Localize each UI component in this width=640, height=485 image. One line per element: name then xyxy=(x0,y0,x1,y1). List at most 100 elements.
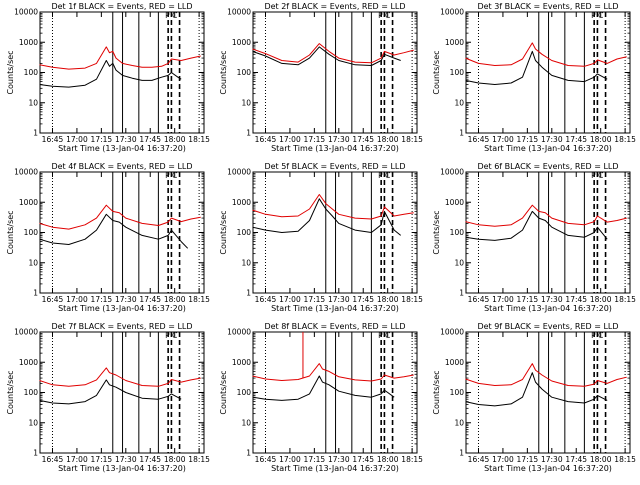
x-tick-label: 16:45 xyxy=(468,135,490,144)
y-tick-label: 1 xyxy=(459,129,464,138)
panel-8: Det 8f BLACK = Events, RED = LLD 1 10 100 10… xyxy=(219,322,423,473)
y-axis-label: Counts/sec xyxy=(219,50,228,94)
x-tick-label: 18:00 xyxy=(377,295,399,304)
y-tick-label: 1000 xyxy=(445,358,464,367)
x-axis-label: Start Time (13-Jan-04 16:37:20) xyxy=(484,464,612,473)
y-tick-label: 10000 xyxy=(440,168,464,177)
x-axis-label: Start Time (13-Jan-04 16:37:20) xyxy=(58,464,186,473)
x-tick-label: 16:45 xyxy=(42,295,64,304)
y-tick-label: 100 xyxy=(237,228,252,237)
events-series-line xyxy=(252,375,395,401)
panel-1: Det 1f BLACK = Events, RED = LLD 1 10 100 10… xyxy=(6,2,210,153)
x-tick-label: 18:15 xyxy=(401,455,423,464)
x-tick-label: 17:45 xyxy=(139,455,161,464)
y-tick-label: 1000 xyxy=(19,198,38,207)
x-tick-label: 17:45 xyxy=(352,135,374,144)
panel-title: Det 1f BLACK = Events, RED = LLD xyxy=(51,2,192,11)
events-series-line xyxy=(465,50,608,85)
panel-title: Det 4f BLACK = Events, RED = LLD xyxy=(51,162,192,171)
marker-annotation: P C xyxy=(591,11,603,20)
y-tick-label: 100 xyxy=(237,68,252,77)
y-tick-label: 10 xyxy=(28,418,38,427)
y-tick-label: 10 xyxy=(28,98,38,107)
y-axis-label: Counts/sec xyxy=(6,370,15,414)
x-tick-label: 17:30 xyxy=(541,135,563,144)
x-tick-label: 18:15 xyxy=(401,135,423,144)
panel-title: Det 3f BLACK = Events, RED = LLD xyxy=(477,2,618,11)
x-tick-label: 17:45 xyxy=(565,135,587,144)
x-tick-label: 17:30 xyxy=(115,135,137,144)
x-tick-label: 18:15 xyxy=(188,135,210,144)
x-tick-label: 17:15 xyxy=(304,295,326,304)
panel-title: Det 6f BLACK = Events, RED = LLD xyxy=(477,162,618,171)
x-tick-label: 18:00 xyxy=(377,135,399,144)
y-tick-label: 10 xyxy=(454,98,464,107)
x-axis-label: Start Time (13-Jan-04 16:37:20) xyxy=(271,304,399,313)
x-tick-label: 16:45 xyxy=(255,455,277,464)
x-tick-label: 16:45 xyxy=(468,455,490,464)
x-axis-label: Start Time (13-Jan-04 16:37:20) xyxy=(271,464,399,473)
y-tick-label: 10 xyxy=(241,98,251,107)
x-tick-label: 17:15 xyxy=(91,135,113,144)
x-tick-label: 17:00 xyxy=(279,295,301,304)
y-tick-label: 10000 xyxy=(440,8,464,17)
x-tick-label: 17:15 xyxy=(517,295,539,304)
x-tick-label: 17:00 xyxy=(66,135,88,144)
lld-series-line xyxy=(465,363,627,387)
y-tick-label: 100 xyxy=(24,68,39,77)
marker-annotation: P C xyxy=(165,331,177,340)
x-tick-label: 17:30 xyxy=(115,455,137,464)
y-tick-label: 10 xyxy=(241,418,251,427)
x-tick-label: 18:00 xyxy=(164,135,186,144)
lld-series-line xyxy=(39,367,201,387)
x-tick-label: 18:00 xyxy=(590,135,612,144)
x-axis-label: Start Time (13-Jan-04 16:37:20) xyxy=(484,304,612,313)
x-tick-label: 17:15 xyxy=(517,455,539,464)
y-tick-label: 1 xyxy=(33,129,38,138)
lld-series-line xyxy=(39,46,201,70)
y-tick-label: 10 xyxy=(28,258,38,267)
y-tick-label: 10000 xyxy=(440,328,464,337)
x-tick-label: 18:15 xyxy=(188,455,210,464)
panel-7: Det 7f BLACK = Events, RED = LLD 1 10 100 10… xyxy=(6,322,210,473)
panel-title: Det 2f BLACK = Events, RED = LLD xyxy=(264,2,405,11)
panel-5: Det 5f BLACK = Events, RED = LLD 1 10 100 10… xyxy=(219,162,423,313)
x-tick-label: 17:00 xyxy=(279,455,301,464)
events-series-line xyxy=(252,46,401,66)
marker-annotation: P C xyxy=(165,11,177,20)
panel-4: Det 4f BLACK = Events, RED = LLD 1 10 100 10… xyxy=(6,162,210,313)
lld-series-line xyxy=(465,204,627,227)
x-tick-label: 17:30 xyxy=(541,455,563,464)
x-tick-label: 17:45 xyxy=(565,455,587,464)
y-axis-label: Counts/sec xyxy=(432,210,441,254)
events-series-line xyxy=(252,198,402,236)
x-tick-label: 18:00 xyxy=(590,295,612,304)
marker-annotation: P C xyxy=(378,11,390,20)
y-tick-label: 100 xyxy=(24,388,39,397)
y-tick-label: 1 xyxy=(246,289,251,298)
y-tick-label: 100 xyxy=(450,228,465,237)
x-tick-label: 17:15 xyxy=(304,135,326,144)
y-tick-label: 10 xyxy=(454,418,464,427)
x-tick-label: 18:15 xyxy=(614,455,636,464)
events-series-line xyxy=(39,213,189,249)
marker-annotation: P C xyxy=(591,331,603,340)
x-tick-label: 18:00 xyxy=(164,295,186,304)
panel-title: Det 8f BLACK = Events, RED = LLD xyxy=(264,322,405,331)
x-tick-label: 17:45 xyxy=(352,295,374,304)
x-tick-label: 17:00 xyxy=(492,295,514,304)
x-tick-label: 17:15 xyxy=(304,455,326,464)
events-series-line xyxy=(39,379,182,405)
y-tick-label: 100 xyxy=(450,68,465,77)
y-tick-label: 1000 xyxy=(232,38,251,47)
y-tick-label: 1 xyxy=(33,289,38,298)
x-tick-label: 18:15 xyxy=(614,295,636,304)
x-axis-label: Start Time (13-Jan-04 16:37:20) xyxy=(484,144,612,153)
x-tick-label: 17:00 xyxy=(492,135,514,144)
lld-series-line xyxy=(252,194,414,220)
x-tick-label: 18:15 xyxy=(401,295,423,304)
panel-title: Det 5f BLACK = Events, RED = LLD xyxy=(264,162,405,171)
x-tick-label: 16:45 xyxy=(42,135,64,144)
